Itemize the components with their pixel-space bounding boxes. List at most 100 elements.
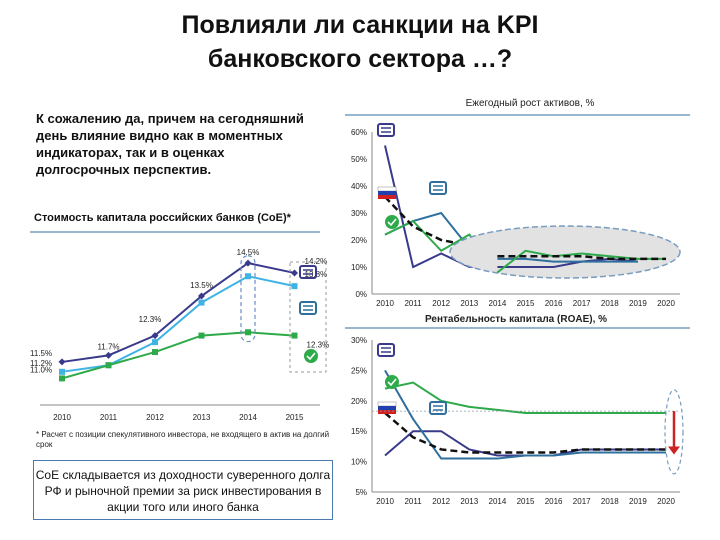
chart1-sber-icon-check — [387, 218, 397, 227]
coe-bank-icon-mid-frame — [299, 301, 317, 315]
coe-series-0-point-0 — [58, 358, 66, 366]
chart2-x-tick-2016: 2016 — [545, 497, 563, 506]
coe-series-2-point-2 — [152, 349, 158, 356]
coe-series-1-point-2 — [152, 339, 158, 346]
coe-series-1-line — [61, 275, 295, 373]
coe-series-1-point-4 — [245, 273, 251, 280]
chart1-y-tick-1: 10% — [351, 263, 367, 272]
coe-series-1-label-0: 11.2% — [30, 359, 52, 368]
coe-series-0-point-5 — [291, 269, 298, 277]
chart1-y-tick-0: 0% — [355, 290, 367, 299]
coe-x-tick-2011: 2011 — [100, 413, 118, 422]
coe-series-2-label-5: 12.3% — [307, 341, 330, 350]
coe-callout-box: CoE складывается из доходности суверенно… — [33, 460, 333, 520]
chart1-x-tick-2012: 2012 — [432, 299, 450, 308]
footnote: * Расчет с позиции спекулятивного инвест… — [36, 430, 330, 449]
coe-sber-icon-check — [306, 352, 316, 361]
chart2-y-tick-0: 5% — [355, 488, 367, 497]
roae-drop-arrow-head — [668, 446, 680, 455]
coe-series-0-label-3: 13.5% — [190, 281, 213, 290]
coe-series-1-point-3 — [198, 299, 205, 306]
chart1-x-tick-2011: 2011 — [404, 299, 422, 308]
coe-series-2-point-4 — [245, 329, 251, 336]
chart1-y-tick-5: 50% — [351, 155, 367, 164]
chart2-x-tick-2013: 2013 — [460, 497, 478, 506]
chart1-y-tick-2: 20% — [351, 236, 367, 245]
intro-text: К сожалению да, причем на сегодняшний де… — [36, 111, 304, 177]
chart1-series-0-line-overlay — [497, 257, 638, 268]
title-line-2: банковского сектора …? — [207, 45, 513, 73]
coe-series-2-label-3: 12.3% — [139, 315, 162, 324]
coe-highlight-2014 — [240, 255, 256, 343]
chart1-x-tick-2015: 2015 — [517, 299, 535, 308]
chart1-x-tick-2017: 2017 — [573, 299, 591, 308]
chart1-russia-flag-white — [377, 186, 397, 192]
chart2-x-tick-2014: 2014 — [489, 497, 507, 506]
roae-chart-title: Рентабельность капитала (ROAE), % — [425, 313, 607, 325]
chart2-y-tick-3: 20% — [351, 397, 367, 406]
chart2-x-tick-2015: 2015 — [517, 497, 535, 506]
coe-series-0-label-1: 11.7% — [97, 342, 119, 351]
coe-series-0-point-3 — [198, 292, 205, 300]
coe-series-0-point-2 — [151, 332, 159, 340]
chart2-x-tick-2018: 2018 — [601, 497, 619, 506]
chart2-x-tick-2020: 2020 — [657, 497, 675, 506]
chart2-series-2-line — [384, 381, 666, 414]
coe-series-0-point-1 — [105, 351, 112, 359]
coe-x-tick-2013: 2013 — [193, 413, 211, 422]
coe-series-2-label-0: 11.0% — [30, 365, 52, 374]
chart2-russia-flag-white — [377, 401, 397, 407]
coe-sber-icon-circle — [304, 349, 318, 363]
coe-x-tick-2010: 2010 — [53, 413, 71, 422]
chart1-x-tick-2018: 2018 — [601, 299, 619, 308]
chart1-sber-icon-circle — [385, 215, 399, 229]
coe-series-0-point-4 — [244, 259, 252, 267]
coe-series-2-point-1 — [105, 362, 112, 369]
chart2-x-tick-2011: 2011 — [404, 497, 422, 506]
coe-series-1-point-5 — [291, 283, 298, 290]
chart1-y-tick-6: 60% — [351, 128, 367, 137]
chart2-x-tick-2010: 2010 — [376, 497, 394, 506]
coe-series-2-point-3 — [198, 332, 205, 339]
chart1-series-2-line-overlay — [496, 249, 666, 274]
chart2-russia-flag-red — [378, 410, 396, 414]
chart2-sber-icon-circle — [385, 375, 399, 389]
title-line-1: Повлияли ли санкции на KPI — [181, 11, 539, 39]
chart2-bank-icon-b-frame — [429, 401, 447, 415]
chart1-russia-flag-red — [378, 195, 396, 199]
chart1-bank-icon-b-frame — [429, 181, 447, 195]
coe-series-2-point-0 — [59, 375, 65, 382]
chart1-y-tick-4: 40% — [351, 182, 367, 191]
coe-series-0-line — [61, 261, 295, 363]
chart1-series-3-line-overlay — [497, 254, 666, 261]
assets-highlight-ellipse — [449, 225, 681, 279]
chart1-russia-flag-blue — [378, 191, 396, 195]
coe-bank-icon-top-frame — [299, 265, 317, 279]
coe-icons-box — [289, 261, 327, 373]
chart1-bank-icon-a-frame — [377, 123, 395, 137]
chart2-x-tick-2012: 2012 — [432, 497, 450, 506]
slide-title: Повлияли ли санкции на KPI банковского с… — [60, 8, 660, 76]
coe-series-0-label-5: 14.2% — [305, 257, 328, 266]
roae-highlight-ellipse — [664, 389, 684, 475]
chart1-x-tick-2020: 2020 — [657, 299, 675, 308]
chart1-x-tick-2014: 2014 — [489, 299, 507, 308]
chart2-y-tick-4: 25% — [351, 366, 367, 375]
chart2-x-tick-2019: 2019 — [629, 497, 647, 506]
chart2-sber-icon-check — [387, 378, 397, 387]
coe-series-1-point-0 — [59, 368, 65, 375]
coe-chart-title: Стоимость капитала российских банков (Co… — [34, 212, 291, 224]
chart2-y-tick-2: 15% — [351, 427, 367, 436]
chart2-y-tick-1: 10% — [351, 458, 367, 467]
chart2-series-1-line — [384, 369, 666, 460]
coe-series-0-label-0: 11.5% — [30, 349, 52, 358]
chart1-x-tick-2010: 2010 — [376, 299, 394, 308]
coe-series-2-point-5 — [291, 332, 298, 339]
chart2-russia-flag-blue — [378, 406, 396, 410]
chart2-y-tick-5: 30% — [351, 336, 367, 345]
chart1-x-tick-2013: 2013 — [460, 299, 478, 308]
coe-series-0-label-4: 14.5% — [237, 248, 260, 257]
chart2-series-3-line — [384, 412, 666, 454]
coe-x-tick-2015: 2015 — [286, 413, 304, 422]
